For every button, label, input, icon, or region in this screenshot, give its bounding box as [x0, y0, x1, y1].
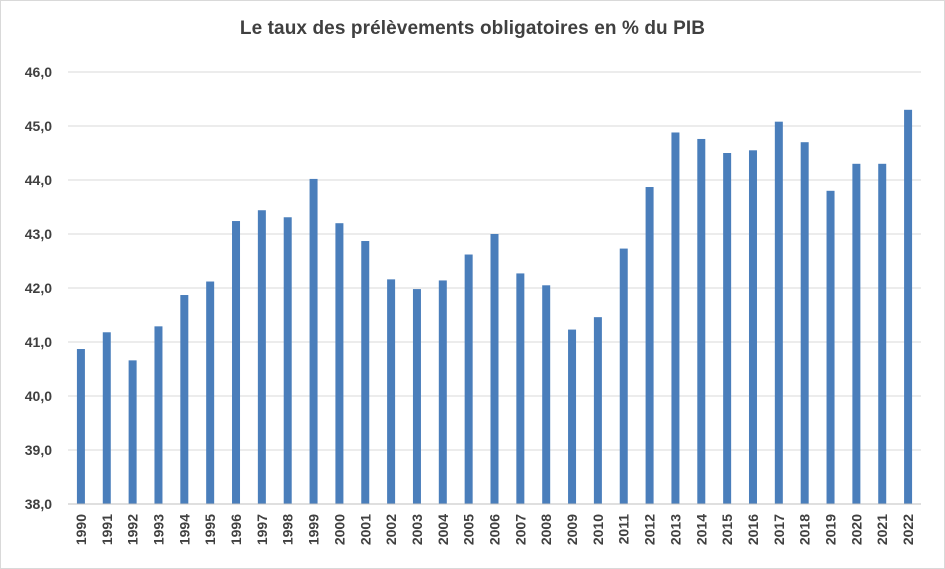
x-tick-label: 2010 — [590, 514, 606, 545]
x-tick-label: 1999 — [306, 514, 322, 545]
x-tick-label: 2015 — [719, 514, 735, 545]
x-tick-label: 2013 — [667, 514, 683, 545]
bar — [878, 163, 887, 505]
x-tick-label: 1995 — [202, 514, 218, 545]
x-tick-label: 2014 — [693, 514, 709, 545]
x-tick-label: 2007 — [512, 514, 528, 545]
bar — [438, 280, 447, 504]
y-tick-label: 46,0 — [25, 64, 52, 80]
x-tick-label: 2018 — [797, 514, 813, 545]
bar — [542, 285, 551, 504]
x-tick-label: 2004 — [435, 514, 451, 545]
bar — [180, 295, 189, 504]
bar — [619, 248, 628, 504]
bar — [826, 190, 835, 505]
bar — [516, 273, 525, 504]
x-tick-label: 1991 — [99, 514, 115, 545]
bar — [490, 234, 499, 504]
bar — [568, 329, 577, 504]
y-tick-label: 44,0 — [25, 172, 52, 188]
x-tick-label: 2002 — [383, 514, 399, 545]
bar — [232, 221, 241, 505]
x-tick-label: 2009 — [564, 514, 580, 545]
bar — [723, 153, 732, 504]
bar — [76, 349, 85, 504]
bar — [335, 223, 344, 504]
x-tick-label: 1998 — [280, 514, 296, 545]
x-tick-label: 2000 — [331, 514, 347, 545]
bar — [309, 178, 318, 505]
bar — [387, 279, 396, 504]
y-tick-label: 40,0 — [25, 388, 52, 404]
x-tick-label: 2011 — [616, 514, 632, 545]
bar — [748, 150, 757, 505]
chart-title: Le taux des prélèvements obligatoires en… — [239, 18, 706, 39]
bar — [645, 187, 654, 504]
x-tick-label: 2021 — [874, 514, 890, 545]
x-tick-label: 2019 — [823, 514, 839, 545]
x-tick-label: 1996 — [228, 514, 244, 545]
bar — [852, 163, 861, 505]
x-tick-label: 2008 — [538, 514, 554, 545]
x-tick-label: 1997 — [254, 514, 270, 545]
x-tick-label: 2001 — [357, 514, 373, 545]
x-tick-label: 2017 — [771, 514, 787, 545]
y-tick-label: 42,0 — [25, 280, 52, 296]
y-tick-label: 43,0 — [25, 226, 52, 242]
bar — [102, 332, 111, 504]
bar — [774, 121, 783, 505]
bar — [464, 254, 473, 504]
bar — [800, 142, 809, 504]
bar — [206, 281, 215, 504]
y-tick-label: 38,0 — [25, 496, 52, 512]
bar — [904, 109, 913, 505]
bar — [412, 289, 421, 504]
bar — [128, 360, 137, 504]
x-tick-label: 1992 — [125, 514, 141, 545]
bar — [593, 317, 602, 504]
bar — [257, 210, 266, 505]
x-tick-label: 2020 — [848, 514, 864, 545]
bar — [361, 241, 370, 504]
y-tick-label: 41,0 — [25, 334, 52, 350]
x-tick-label: 2016 — [745, 514, 761, 545]
x-tick-label: 2006 — [487, 514, 503, 545]
x-tick-label: 1993 — [150, 514, 166, 545]
x-tick-label: 2022 — [900, 514, 916, 545]
y-tick-label: 45,0 — [25, 118, 52, 134]
x-tick-label: 1994 — [176, 514, 192, 545]
x-tick-label: 1990 — [73, 514, 89, 545]
x-tick-label: 2003 — [409, 514, 425, 545]
bar — [283, 217, 292, 504]
bar — [154, 326, 163, 504]
y-tick-label: 39,0 — [25, 442, 52, 458]
bar — [671, 132, 680, 505]
bar — [697, 138, 706, 504]
x-tick-label: 2012 — [642, 514, 658, 545]
x-tick-label: 2005 — [461, 514, 477, 545]
